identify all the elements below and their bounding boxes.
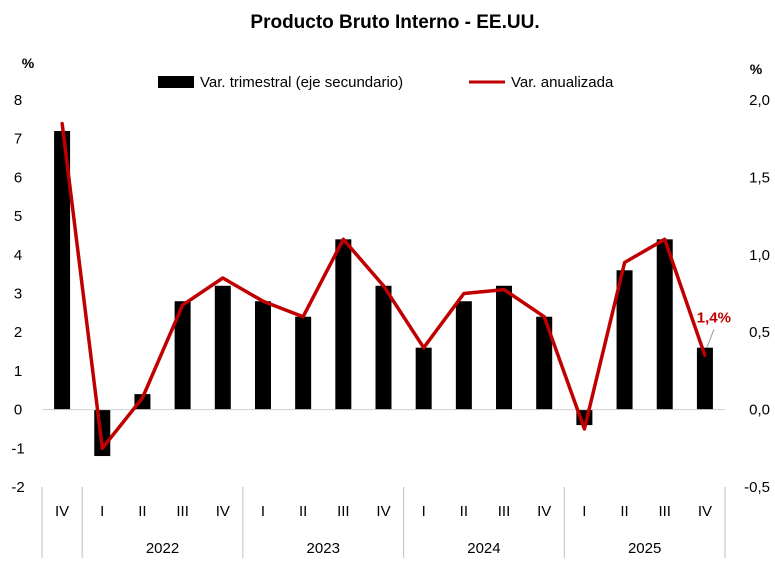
right-tick-label: -0,5 — [744, 479, 770, 496]
chart-title: Producto Bruto Interno - EE.UU. — [250, 12, 539, 33]
quarter-label: I — [261, 503, 265, 520]
quarter-label: II — [620, 503, 628, 520]
left-tick-label: 6 — [14, 169, 22, 186]
left-tick-label: 3 — [14, 286, 22, 303]
quarter-label: IV — [55, 503, 69, 520]
quarter-label: IV — [216, 503, 230, 520]
quarter-label: I — [100, 503, 104, 520]
right-tick-label: 0,0 — [749, 402, 770, 419]
right-tick-label: 2,0 — [749, 92, 770, 109]
quarter-label: IV — [698, 503, 712, 520]
line-point — [341, 237, 345, 241]
line-point — [623, 261, 627, 265]
quarter-label: II — [299, 503, 307, 520]
bar — [254, 301, 271, 410]
value-annotation: 1,4% — [697, 309, 731, 348]
line-point — [462, 292, 466, 295]
quarter-label: I — [582, 503, 586, 520]
line-point — [60, 121, 64, 125]
quarter-label: III — [176, 503, 189, 520]
legend-label-line: Var. anualizada — [511, 74, 614, 91]
right-tick-label: 0,5 — [749, 324, 770, 341]
quarter-label: III — [658, 503, 671, 520]
line-point — [382, 284, 385, 288]
line-point — [100, 446, 104, 450]
left-tick-label: 8 — [14, 92, 22, 109]
left-tick-label: -1 — [11, 440, 24, 457]
left-axis: -2 -1 0 1 2 3 4 5 6 7 8 — [11, 92, 24, 496]
bar-series — [54, 130, 713, 457]
line-point — [261, 299, 265, 303]
quarter-label: II — [138, 503, 146, 520]
left-tick-label: 5 — [14, 208, 22, 225]
quarter-label: IV — [537, 503, 551, 520]
line-point — [140, 396, 144, 400]
bar — [656, 239, 673, 410]
bar — [496, 285, 513, 410]
legend-swatch-bar — [158, 76, 194, 88]
line-point — [502, 288, 506, 292]
right-axis-unit: % — [750, 61, 763, 77]
year-label: 2023 — [307, 540, 340, 557]
quarter-label: I — [422, 503, 426, 520]
bar — [415, 347, 432, 410]
line-point — [663, 237, 667, 241]
year-label: 2022 — [146, 540, 179, 557]
bar — [455, 301, 472, 410]
bar — [335, 239, 352, 410]
left-tick-label: 2 — [14, 324, 22, 341]
legend: Var. trimestral (eje secundario) Var. an… — [158, 74, 614, 91]
bar — [295, 316, 312, 410]
right-tick-label: 1,0 — [749, 247, 770, 264]
quarter-label: III — [337, 503, 350, 520]
left-tick-label: 0 — [14, 402, 22, 419]
line-point — [301, 315, 305, 319]
bar — [174, 301, 191, 410]
left-tick-label: 4 — [14, 247, 22, 264]
right-tick-label: 1,5 — [749, 169, 770, 186]
bar — [616, 270, 633, 410]
bar — [536, 316, 553, 410]
line-point — [703, 353, 707, 357]
left-tick-label: 1 — [14, 363, 22, 380]
bar — [214, 285, 231, 410]
legend-label-bar: Var. trimestral (eje secundario) — [200, 74, 403, 91]
annotation-leader — [706, 329, 715, 348]
right-axis: -0,5 0,0 0,5 1,0 1,5 2,0 — [744, 92, 770, 496]
line-point — [181, 303, 185, 307]
line-point — [542, 315, 546, 319]
line-point — [582, 427, 586, 431]
quarter-label: IV — [376, 503, 390, 520]
line-series — [60, 121, 707, 451]
line-point — [422, 346, 426, 350]
left-tick-label: 7 — [14, 131, 22, 148]
year-label: 2024 — [467, 540, 500, 557]
quarter-label: III — [498, 503, 511, 520]
quarter-label: II — [460, 503, 468, 520]
bar — [375, 285, 392, 410]
left-tick-label: -2 — [11, 479, 24, 496]
year-label: 2025 — [628, 540, 661, 557]
left-axis-unit: % — [22, 55, 35, 71]
annotation-label: 1,4% — [697, 309, 731, 326]
bar — [696, 347, 713, 410]
line-point — [221, 276, 225, 280]
bar — [54, 130, 71, 410]
